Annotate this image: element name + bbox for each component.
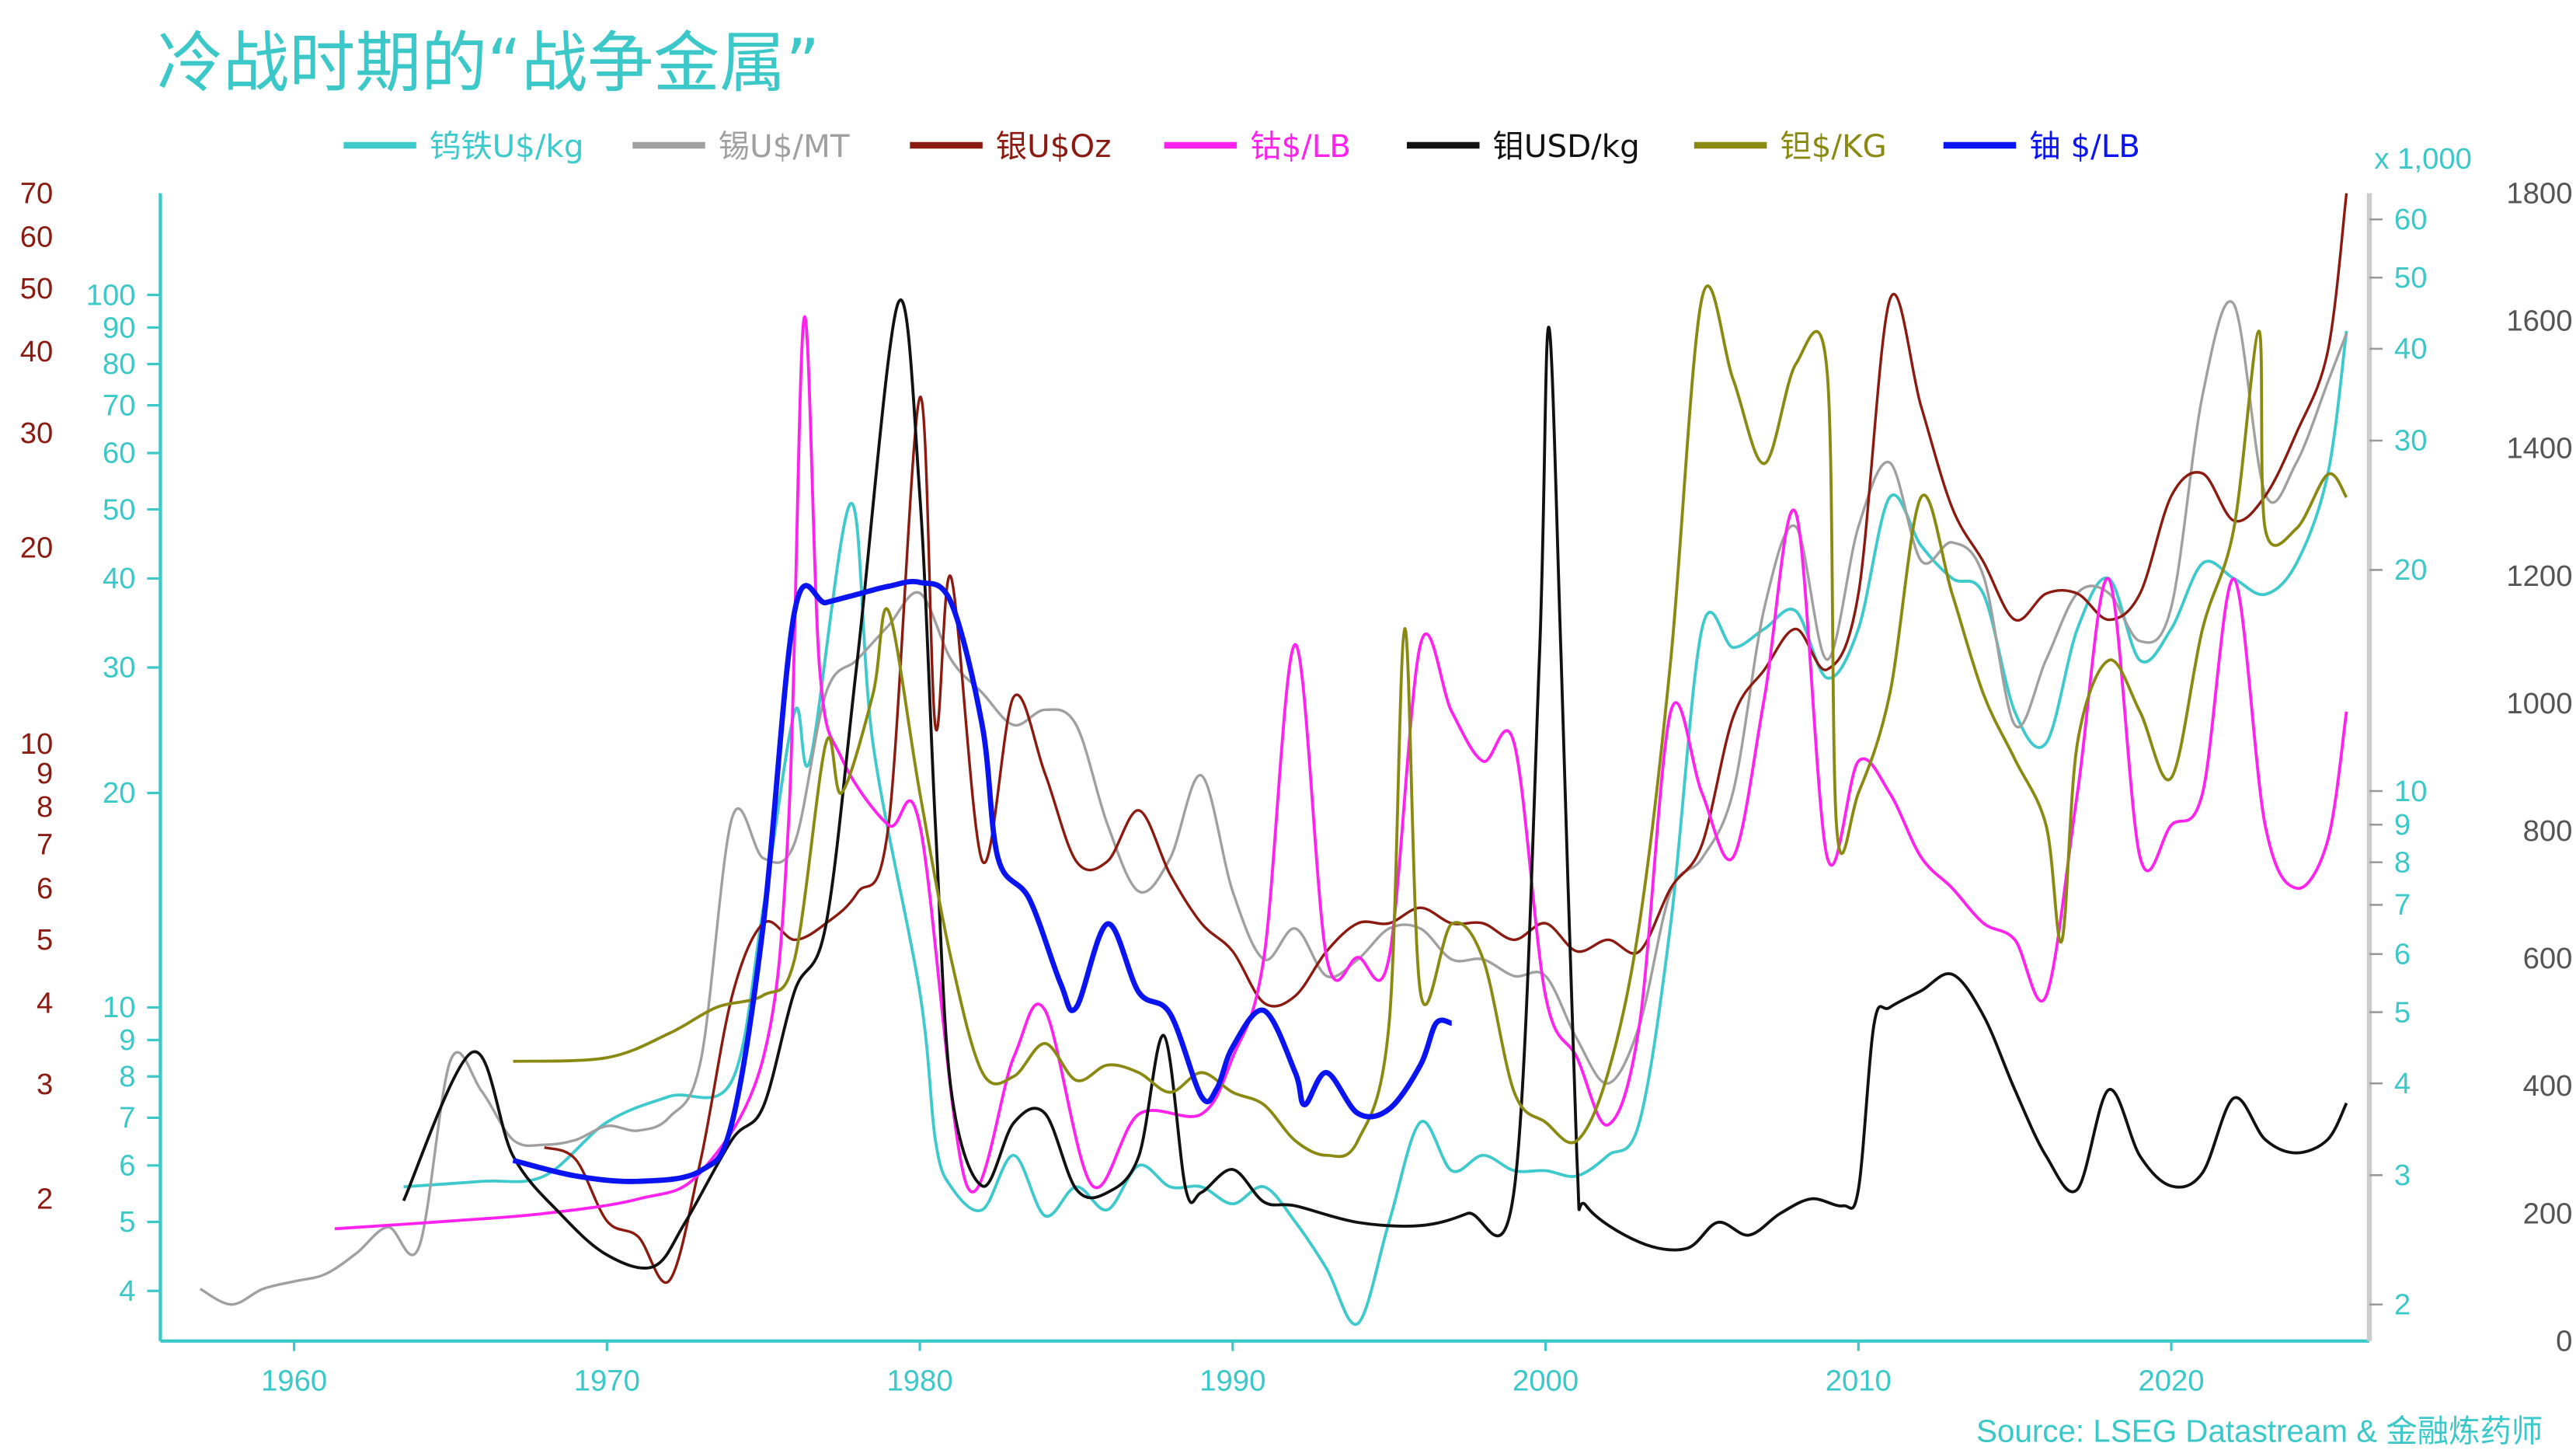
right-outer-tick-label: 800 — [2523, 814, 2573, 848]
right-outer-tick-label: 1800 — [2506, 176, 2572, 210]
left-outer-tick-label: 60 — [20, 221, 54, 254]
legend-item: 钼USD/kg — [1407, 128, 1640, 165]
right-inner-tick-label: 7 — [2394, 888, 2411, 922]
left-outer-tick-label: 20 — [20, 531, 54, 564]
right-inner-tick-label: 3 — [2394, 1159, 2411, 1192]
x-tick-label: 1980 — [887, 1364, 953, 1397]
left-outer-tick-label: 40 — [20, 335, 54, 368]
left-inner-tick-label: 40 — [103, 562, 136, 595]
right-outer-tick-label: 1000 — [2506, 687, 2572, 720]
right-inner-tick-label: 4 — [2394, 1067, 2411, 1100]
x-tick-label: 2010 — [1826, 1364, 1892, 1397]
series-line — [544, 193, 2348, 1284]
right-inner-tick-label: 10 — [2394, 775, 2428, 808]
left-outer-tick-label: 6 — [37, 872, 53, 905]
series-line — [512, 578, 1453, 1184]
right-outer-tick-label: 1400 — [2506, 432, 2572, 465]
legend-item: 锡U$/MT — [632, 128, 850, 165]
series-line — [199, 300, 2348, 1306]
right-inner-tick-label: 9 — [2394, 808, 2411, 842]
series-line — [334, 315, 2348, 1231]
left-inner-tick-label: 8 — [119, 1060, 135, 1093]
left-inner-tick-label: 60 — [103, 437, 136, 470]
right-outer-tick-label: 1600 — [2506, 305, 2572, 338]
legend: 钨铁U$/kg 锡U$/MT 银U$Oz 钴$/LB 钼USD/kg 钽$/KG 铀 $/L… — [343, 128, 2140, 165]
left-inner-tick-label: 80 — [103, 347, 136, 381]
x-tick-label: 1970 — [574, 1364, 640, 1397]
x-tick-label: 1960 — [261, 1364, 327, 1397]
left-inner-tick-label: 9 — [119, 1023, 135, 1057]
left-outer-tick-label: 9 — [37, 757, 53, 790]
series-line — [513, 284, 2348, 1159]
legend-item: 银U$Oz — [910, 128, 1111, 165]
right-inner-tick-label: 5 — [2394, 995, 2411, 1029]
right-inner-tick-label: 40 — [2394, 333, 2428, 366]
left-inner-tick-label: 50 — [103, 493, 136, 526]
legend-item: 铀 $/LB — [1943, 128, 2140, 165]
right-outer-tick-label: 600 — [2523, 942, 2573, 975]
right-inner-tick-label: 60 — [2394, 203, 2428, 236]
right-inner-tick-label: 2 — [2394, 1288, 2411, 1322]
right-outer-tick-label: 1200 — [2506, 559, 2572, 593]
left-inner-tick-label: 10 — [103, 991, 136, 1024]
right-outer-tick-label: 200 — [2523, 1197, 2573, 1230]
right-inner-tick-label: 50 — [2394, 261, 2428, 295]
legend-label: 铀 $/LB — [2029, 128, 2140, 165]
left-inner-tick-label: 30 — [103, 651, 136, 685]
left-inner-tick-label: 90 — [103, 311, 136, 344]
left-inner-tick-label: 7 — [119, 1101, 135, 1135]
legend-item: 钽$/KG — [1694, 128, 1887, 165]
right-inner-tick-label: 6 — [2394, 937, 2411, 971]
legend-label: 银U$Oz — [996, 128, 1112, 165]
legend-label: 钴$/LB — [1250, 128, 1351, 165]
right-inner-tick-label: 8 — [2394, 845, 2411, 879]
x-tick-label: 2000 — [1513, 1364, 1579, 1397]
left-outer-tick-label: 5 — [37, 923, 53, 957]
left-outer-tick-label: 30 — [20, 417, 54, 450]
legend-label: 钽$/KG — [1780, 128, 1886, 165]
legend-label: 锡U$/MT — [719, 128, 850, 165]
left-inner-tick-label: 70 — [103, 389, 136, 422]
left-outer-tick-label: 10 — [20, 727, 54, 761]
left-inner-tick-label: 4 — [119, 1274, 135, 1308]
left-outer-tick-label: 7 — [37, 828, 53, 862]
right-outer-tick-label: 0 — [2556, 1324, 2572, 1358]
left-outer-tick-label: 8 — [37, 790, 53, 824]
series-line — [402, 298, 2348, 1270]
series-lines — [199, 193, 2348, 1326]
x-tick-label: 1990 — [1199, 1364, 1265, 1397]
right-inner-unit-label: x 1,000 — [2374, 142, 2471, 176]
right-inner-tick-label: 20 — [2394, 553, 2428, 587]
chart-title: 冷战时期的“战争金属” — [157, 26, 820, 103]
left-inner-tick-label: 100 — [86, 278, 136, 312]
legend-item: 钨铁U$/kg — [343, 128, 583, 165]
axes: 1960 1970 1980 1990 2000 2010 2020234567891020… — [20, 142, 2573, 1398]
left-outer-tick-label: 3 — [37, 1068, 53, 1101]
left-outer-tick-label: 70 — [20, 176, 54, 210]
left-outer-tick-label: 2 — [37, 1183, 53, 1216]
right-inner-tick-label: 30 — [2394, 424, 2428, 458]
left-inner-tick-label: 20 — [103, 776, 136, 810]
series-line — [403, 330, 2348, 1326]
source-note: Source: LSEG Datastream & 金融炼药师 — [1976, 1413, 2543, 1448]
legend-label: 钨铁U$/kg — [430, 128, 584, 165]
left-inner-tick-label: 5 — [119, 1205, 135, 1239]
left-outer-tick-label: 50 — [20, 272, 54, 305]
right-outer-tick-label: 400 — [2523, 1069, 2573, 1103]
x-tick-label: 2020 — [2138, 1364, 2204, 1397]
left-outer-tick-label: 4 — [37, 986, 53, 1020]
left-inner-tick-label: 6 — [119, 1149, 135, 1183]
legend-label: 钼USD/kg — [1493, 128, 1640, 165]
legend-item: 钴$/LB — [1164, 128, 1351, 165]
